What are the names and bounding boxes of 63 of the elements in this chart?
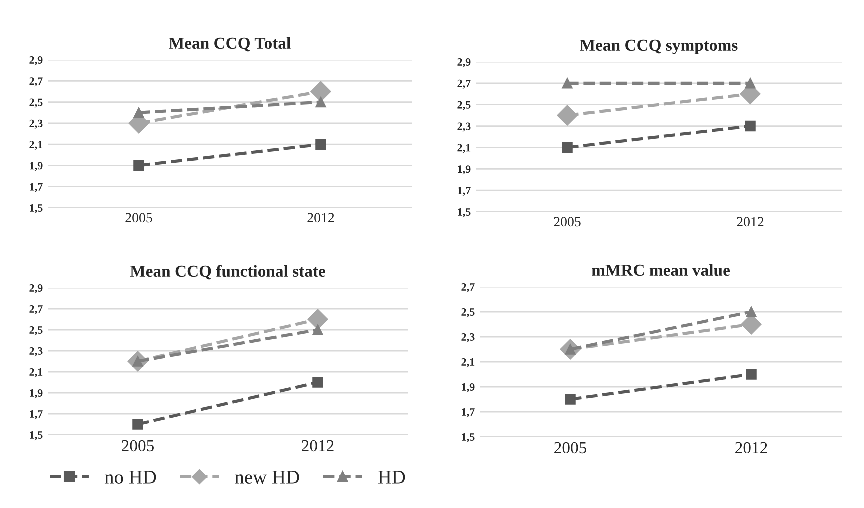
y-tick-label: 1,5 bbox=[462, 434, 475, 443]
x-tick-label: 2012 bbox=[308, 213, 334, 223]
x-tick-label: 2005 bbox=[122, 440, 154, 452]
x-tick-label: 2005 bbox=[554, 442, 587, 454]
y-tick-label: 2,5 bbox=[458, 101, 471, 110]
y-tick-label: 1,7 bbox=[462, 408, 475, 418]
point bbox=[316, 139, 326, 150]
y-tick-label: 1,5 bbox=[30, 432, 43, 441]
point bbox=[745, 78, 756, 89]
point bbox=[746, 369, 757, 380]
point bbox=[565, 394, 576, 405]
chart-title: Mean CCQ symptoms bbox=[580, 40, 738, 54]
y-tick-label: 2,7 bbox=[458, 80, 471, 90]
y-tick-label: 1,9 bbox=[462, 383, 475, 393]
chart-title: Mean CCQ functional state bbox=[130, 265, 326, 280]
point bbox=[312, 324, 324, 336]
x-tick-label: 2012 bbox=[736, 442, 768, 454]
legend-label: no HD bbox=[104, 471, 156, 484]
y-tick-label: 2,9 bbox=[458, 58, 471, 68]
point bbox=[557, 105, 578, 126]
x-tick-label: 2012 bbox=[302, 440, 334, 452]
y-tick-label: 2,1 bbox=[30, 141, 43, 150]
point bbox=[316, 96, 326, 108]
point bbox=[310, 81, 332, 102]
point bbox=[746, 306, 757, 318]
y-tick-label: 2,7 bbox=[30, 78, 43, 87]
x-tick-label: 2005 bbox=[126, 213, 152, 223]
y-tick-label: 2,5 bbox=[30, 326, 43, 336]
chart-title: mMRC mean value bbox=[592, 264, 730, 276]
y-tick-label: 2,9 bbox=[30, 284, 43, 294]
legend-label: new HD bbox=[235, 471, 300, 484]
x-tick-label: 2012 bbox=[737, 217, 764, 227]
y-tick-label: 2,1 bbox=[458, 144, 471, 154]
point bbox=[562, 142, 573, 154]
y-tick-label: 2,1 bbox=[30, 368, 43, 378]
y-tick-label: 2,5 bbox=[462, 308, 475, 318]
y-tick-label: 2,3 bbox=[458, 122, 471, 132]
y-tick-label: 2,9 bbox=[30, 56, 43, 66]
y-tick-label: 1,9 bbox=[458, 166, 471, 175]
y-tick-label: 1,5 bbox=[458, 208, 471, 218]
point bbox=[562, 78, 573, 89]
y-tick-label: 2,5 bbox=[30, 98, 43, 108]
y-tick-label: 2,3 bbox=[462, 333, 475, 343]
y-tick-label: 1,9 bbox=[30, 389, 43, 399]
y-tick-label: 1,7 bbox=[30, 183, 43, 192]
x-tick-label: 2005 bbox=[554, 217, 581, 227]
y-tick-label: 1,5 bbox=[30, 204, 43, 214]
point bbox=[308, 309, 328, 330]
point bbox=[312, 377, 324, 388]
point bbox=[132, 419, 144, 430]
chart-title: Mean CCQ Total bbox=[169, 37, 291, 52]
y-tick-label: 2,3 bbox=[30, 120, 43, 130]
y-tick-label: 2,1 bbox=[462, 358, 475, 368]
y-tick-label: 1,9 bbox=[30, 162, 43, 172]
point bbox=[134, 107, 144, 118]
y-tick-label: 2,3 bbox=[30, 347, 43, 357]
point bbox=[134, 160, 144, 172]
y-tick-label: 1,7 bbox=[30, 410, 43, 420]
y-tick-label: 2,7 bbox=[462, 283, 475, 293]
y-tick-label: 2,7 bbox=[30, 305, 43, 315]
legend-label: HD bbox=[378, 471, 406, 484]
point bbox=[745, 120, 756, 132]
y-tick-label: 1,7 bbox=[458, 187, 471, 196]
